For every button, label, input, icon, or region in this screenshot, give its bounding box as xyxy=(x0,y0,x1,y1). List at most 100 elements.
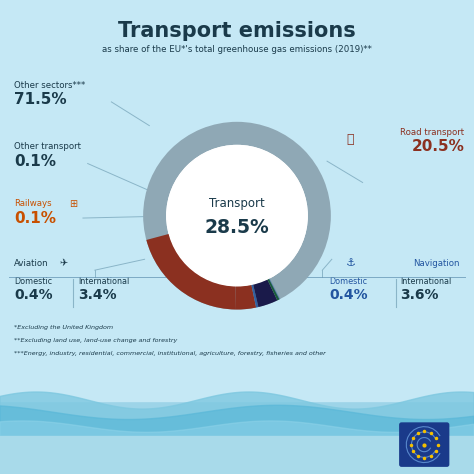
Wedge shape xyxy=(269,278,281,299)
Bar xyxy=(0,322,474,325)
Bar xyxy=(0,161,474,164)
Bar xyxy=(0,446,474,448)
Bar xyxy=(0,178,474,180)
Bar xyxy=(0,182,474,185)
Bar xyxy=(0,90,474,92)
Bar xyxy=(0,50,474,52)
Bar xyxy=(0,59,474,62)
Bar xyxy=(0,47,474,50)
Bar xyxy=(0,251,474,254)
Bar xyxy=(0,185,474,187)
Bar xyxy=(0,216,474,218)
Text: 0.4%: 0.4% xyxy=(14,288,53,302)
Bar xyxy=(0,97,474,100)
Bar xyxy=(0,308,474,310)
Bar xyxy=(0,52,474,55)
Bar xyxy=(0,384,474,386)
Bar xyxy=(0,45,474,47)
Text: Transport: Transport xyxy=(209,197,265,210)
Bar xyxy=(0,294,474,296)
Bar xyxy=(0,427,474,429)
Bar xyxy=(0,14,474,17)
Bar xyxy=(0,337,474,339)
Bar xyxy=(0,26,474,28)
Bar xyxy=(0,164,474,166)
Bar xyxy=(0,111,474,114)
Bar xyxy=(0,332,474,334)
Bar xyxy=(0,209,474,211)
Bar xyxy=(0,199,474,201)
Bar xyxy=(0,225,474,228)
Text: 0.1%: 0.1% xyxy=(14,210,56,226)
Bar xyxy=(0,301,474,303)
Bar xyxy=(0,268,474,270)
Bar xyxy=(0,443,474,446)
Bar xyxy=(0,88,474,90)
Text: Railways: Railways xyxy=(14,200,52,208)
Bar xyxy=(0,5,474,7)
Bar xyxy=(0,377,474,379)
Bar xyxy=(0,104,474,107)
Bar xyxy=(0,33,474,36)
Bar xyxy=(0,201,474,204)
Bar xyxy=(0,107,474,109)
Bar xyxy=(0,356,474,358)
Bar xyxy=(0,299,474,301)
Bar xyxy=(0,126,474,128)
Bar xyxy=(0,121,474,123)
Bar xyxy=(0,287,474,289)
Bar xyxy=(0,419,474,422)
Text: 🚗: 🚗 xyxy=(346,133,354,146)
Bar xyxy=(0,133,474,135)
Bar xyxy=(0,348,474,351)
Bar xyxy=(0,57,474,59)
Bar xyxy=(0,261,474,263)
Bar xyxy=(0,7,474,9)
Circle shape xyxy=(167,146,307,286)
Bar xyxy=(0,455,474,457)
Bar xyxy=(0,351,474,353)
Bar xyxy=(0,2,474,5)
Wedge shape xyxy=(267,278,280,301)
Bar xyxy=(0,244,474,246)
Bar xyxy=(0,12,474,14)
Bar xyxy=(0,401,474,403)
Bar xyxy=(0,344,474,346)
Bar xyxy=(0,100,474,102)
Bar xyxy=(0,265,474,268)
Bar xyxy=(0,123,474,126)
Bar xyxy=(0,114,474,116)
Bar xyxy=(0,289,474,292)
Bar xyxy=(0,431,474,434)
Bar xyxy=(0,192,474,194)
Bar xyxy=(0,467,474,469)
Text: Navigation: Navigation xyxy=(413,259,460,267)
Bar xyxy=(0,232,474,235)
Bar xyxy=(0,382,474,384)
Bar xyxy=(0,448,474,450)
Bar xyxy=(0,92,474,95)
Bar xyxy=(0,441,474,443)
Bar xyxy=(0,396,474,398)
Bar xyxy=(0,83,474,85)
Bar xyxy=(0,81,474,83)
Bar xyxy=(0,256,474,258)
Bar xyxy=(0,393,474,396)
Bar xyxy=(0,213,474,216)
Bar xyxy=(0,55,474,57)
Bar xyxy=(0,0,474,2)
Bar xyxy=(0,341,474,344)
Bar xyxy=(0,465,474,467)
Bar xyxy=(0,249,474,251)
Wedge shape xyxy=(146,234,236,310)
Bar xyxy=(0,379,474,382)
Bar xyxy=(0,62,474,64)
Text: as share of the EU*'s total greenhouse gas emissions (2019)**: as share of the EU*'s total greenhouse g… xyxy=(102,46,372,54)
Bar xyxy=(0,237,474,239)
Bar xyxy=(0,73,474,76)
Bar xyxy=(0,175,474,178)
Text: 28.5%: 28.5% xyxy=(205,218,269,237)
Bar xyxy=(0,242,474,244)
Bar xyxy=(0,40,474,43)
Bar xyxy=(0,118,474,121)
